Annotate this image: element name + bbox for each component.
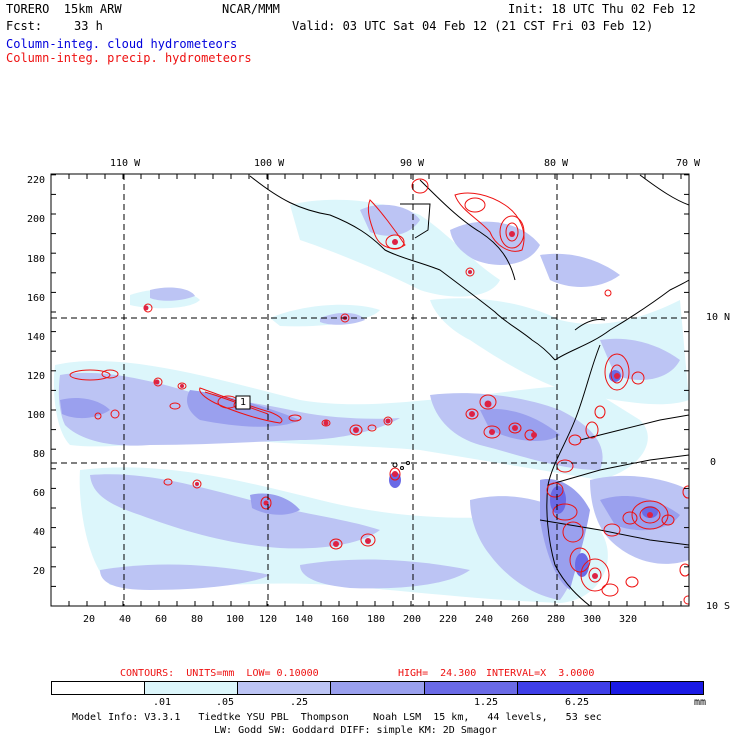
forecast-hours: 33 h bbox=[74, 19, 103, 33]
lon-label-100w: 100 W bbox=[254, 158, 285, 169]
y-tick-label: 60 bbox=[33, 488, 46, 499]
legend-level: .25 bbox=[290, 697, 309, 708]
legend-swatch bbox=[609, 681, 704, 695]
y-tick-label: 100 bbox=[27, 410, 46, 421]
legend-level: .01 bbox=[153, 697, 172, 708]
y-tick-label: 200 bbox=[27, 214, 46, 225]
valid-time: Valid: 03 UTC Sat 04 Feb 12 (21 CST Fri … bbox=[292, 19, 654, 33]
center-label: NCAR/MMM bbox=[222, 2, 280, 16]
x-tick-label: 200 bbox=[403, 614, 422, 625]
max-marker-box bbox=[235, 395, 251, 410]
x-tick-label: 20 bbox=[83, 614, 96, 625]
legend-swatch bbox=[144, 681, 239, 695]
coastlines bbox=[249, 174, 689, 606]
lat-lon-grid bbox=[51, 174, 689, 606]
model-title: TORERO 15km ARW bbox=[6, 2, 122, 16]
x-tick-label: 100 bbox=[226, 614, 245, 625]
y-tick-label: 180 bbox=[27, 254, 46, 265]
lat-label-10n: 10 N bbox=[706, 312, 731, 323]
x-tick-label: 240 bbox=[475, 614, 494, 625]
legend-level: .05 bbox=[216, 697, 235, 708]
x-tick-label: 220 bbox=[439, 614, 458, 625]
y-tick-label: 120 bbox=[27, 371, 46, 382]
forecast-label: Fcst: bbox=[6, 19, 43, 33]
x-tick-label: 260 bbox=[511, 614, 530, 625]
model-info: Model Info: V3.3.1 Tiedtke YSU PBL Thomp… bbox=[72, 712, 602, 723]
lon-label-110w: 110 W bbox=[110, 158, 141, 169]
contour-interval: INTERVAL=X 3.0000 bbox=[486, 668, 595, 679]
contour-units: CONTOURS: UNITS=mm LOW= 0.10000 bbox=[120, 668, 319, 679]
legend-swatch bbox=[516, 681, 611, 695]
lat-label-0: 0 bbox=[710, 457, 717, 468]
y-tick-label: 40 bbox=[33, 527, 46, 538]
y-tick-label: 20 bbox=[33, 566, 46, 577]
lon-label-90w: 90 W bbox=[400, 158, 425, 169]
legend-swatch bbox=[51, 681, 146, 695]
y-tick-label: 220 bbox=[27, 175, 46, 186]
y-tick-label: 80 bbox=[33, 449, 46, 460]
legend-level: 1.25 bbox=[474, 697, 499, 708]
x-tick-label: 40 bbox=[119, 614, 132, 625]
x-tick-label: 180 bbox=[367, 614, 386, 625]
model-physics: LW: Godd SW: Goddard DIFF: simple KM: 2D… bbox=[214, 725, 497, 736]
field-precip-label: Column-integ. precip. hydrometeors bbox=[6, 51, 252, 65]
legend-unit: mm bbox=[694, 697, 707, 708]
axis-ticks bbox=[50, 174, 689, 607]
legend-level: 6.25 bbox=[565, 697, 590, 708]
x-tick-label: 60 bbox=[155, 614, 168, 625]
x-tick-label: 320 bbox=[619, 614, 638, 625]
lon-label-80w: 80 W bbox=[544, 158, 569, 169]
x-tick-label: 140 bbox=[295, 614, 314, 625]
legend-swatch bbox=[423, 681, 518, 695]
x-tick-label: 300 bbox=[583, 614, 602, 625]
legend-swatch bbox=[237, 681, 332, 695]
lon-label-70w: 70 W bbox=[676, 158, 701, 169]
max-marker: 1 bbox=[240, 397, 247, 408]
init-time: Init: 18 UTC Thu 02 Feb 12 bbox=[508, 2, 696, 16]
field-cloud-label: Column-integ. cloud hydrometeors bbox=[6, 37, 238, 51]
x-tick-label: 280 bbox=[547, 614, 566, 625]
x-tick-label: 160 bbox=[331, 614, 350, 625]
y-tick-label: 140 bbox=[27, 332, 46, 343]
y-tick-label: 160 bbox=[27, 293, 46, 304]
precip-maxima bbox=[143, 231, 653, 579]
x-tick-label: 80 bbox=[191, 614, 204, 625]
x-tick-label: 120 bbox=[259, 614, 278, 625]
lat-label-10s: 10 S bbox=[706, 601, 731, 612]
precip-contours bbox=[69, 178, 689, 605]
contour-high: HIGH= 24.300 bbox=[398, 668, 477, 679]
legend-swatch bbox=[330, 681, 425, 695]
